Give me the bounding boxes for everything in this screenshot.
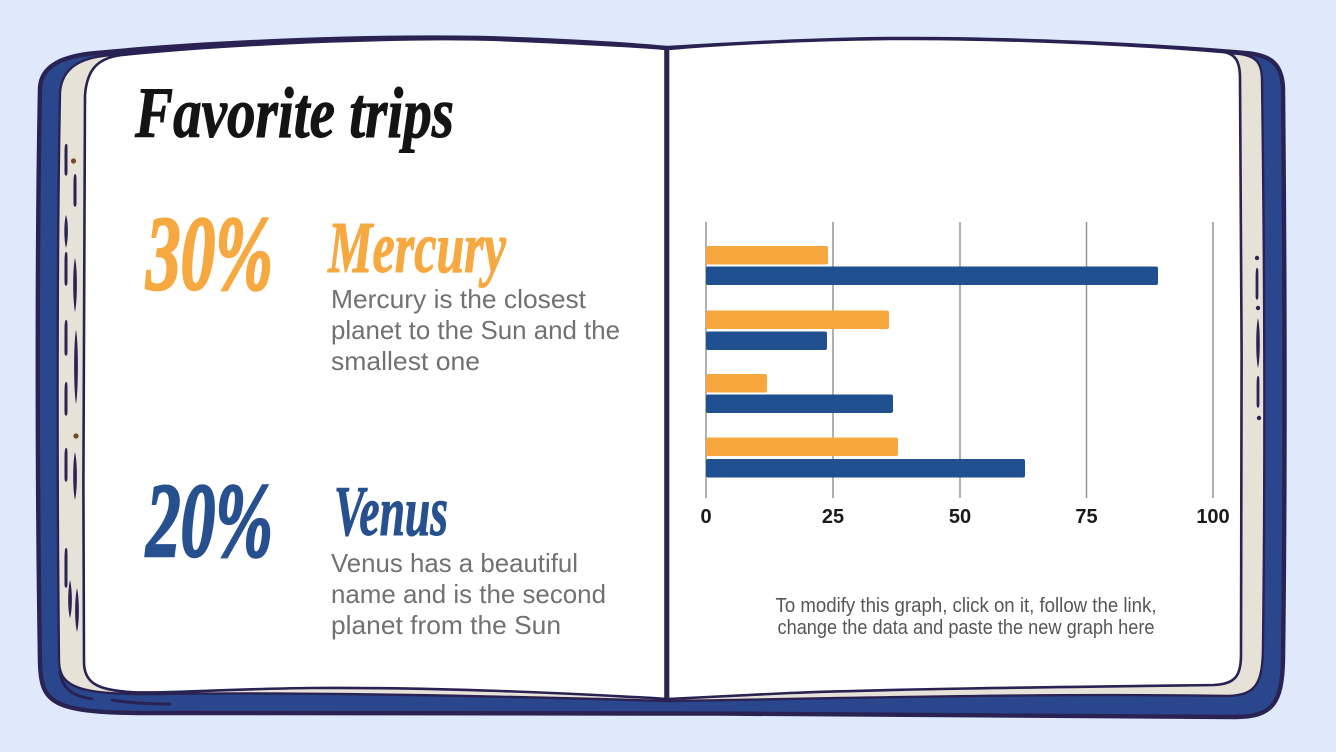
svg-text:name and is the second: name and is the second xyxy=(331,579,606,609)
svg-text:Favorite trips: Favorite trips xyxy=(134,73,454,153)
svg-text:75: 75 xyxy=(1075,506,1097,528)
svg-text:planet to the Sun and the: planet to the Sun and the xyxy=(331,315,620,345)
svg-text:100: 100 xyxy=(1196,506,1229,528)
svg-text:25: 25 xyxy=(822,506,844,528)
svg-text:Venus: Venus xyxy=(334,473,448,551)
svg-text:50: 50 xyxy=(949,506,971,528)
svg-text:planet from the Sun: planet from the Sun xyxy=(331,610,561,640)
svg-text:To modify this graph, click on: To modify this graph, click on it, follo… xyxy=(776,595,1157,617)
svg-text:30%: 30% xyxy=(145,195,273,312)
svg-text:Venus has a beautiful: Venus has a beautiful xyxy=(331,548,578,578)
svg-text:Mercury: Mercury xyxy=(327,207,506,288)
svg-text:smallest one: smallest one xyxy=(331,346,480,376)
svg-text:20%: 20% xyxy=(145,462,273,579)
svg-text:0: 0 xyxy=(700,506,711,528)
svg-text:Mercury is the closest: Mercury is the closest xyxy=(331,284,587,314)
svg-text:change the data and paste the: change the data and paste the new graph … xyxy=(778,617,1155,639)
